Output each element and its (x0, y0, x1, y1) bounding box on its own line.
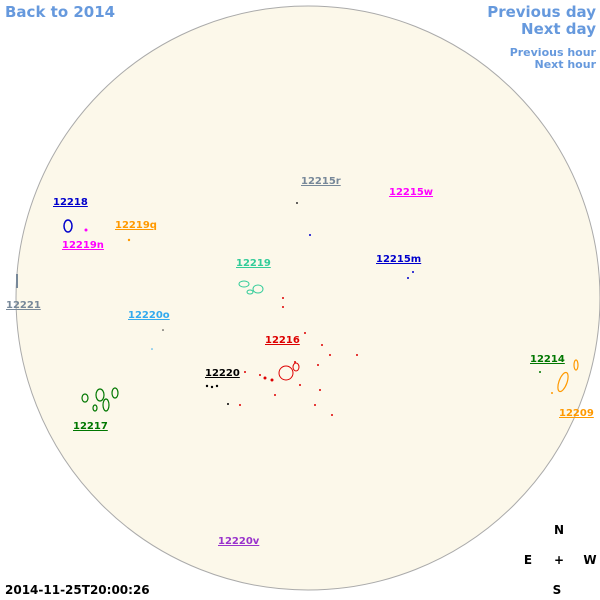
next-hour-link[interactable]: Next hour (535, 58, 597, 71)
spot-group (238, 280, 264, 295)
compass-center: + (554, 553, 564, 567)
spot (309, 234, 311, 236)
spot (296, 202, 298, 204)
solar-disk (15, 5, 600, 591)
compass-east: E (524, 553, 532, 567)
spot (127, 238, 131, 242)
spot-group (205, 384, 229, 405)
region-label[interactable]: 12220o (128, 310, 170, 321)
spot (63, 219, 73, 233)
region-label[interactable]: 12209 (559, 408, 594, 419)
compass-west: W (583, 553, 596, 567)
previous-day-link[interactable]: Previous day (487, 3, 596, 21)
spot (151, 348, 153, 350)
region-label[interactable]: 12215m (376, 254, 421, 265)
region-label[interactable]: 12220v (218, 536, 260, 547)
spot (551, 392, 553, 394)
spot-group (239, 297, 358, 416)
next-day-link[interactable]: Next day (521, 20, 596, 38)
region-label[interactable]: 12218 (53, 197, 88, 208)
compass-north: N (554, 523, 564, 537)
spot-contour (278, 362, 300, 381)
region-label[interactable]: 12220 (205, 368, 240, 379)
region-label[interactable]: 12215r (301, 176, 341, 187)
spot (162, 329, 164, 331)
timestamp: 2014-11-25T20:00:26 (5, 583, 150, 597)
spot (84, 228, 88, 232)
region-label[interactable]: 12221 (6, 300, 41, 311)
spot-group (557, 359, 579, 393)
sunspots (16, 202, 579, 416)
spot (539, 371, 541, 373)
region-label[interactable]: 12217 (73, 421, 108, 432)
region-label[interactable]: 12219q (115, 220, 157, 231)
spot-group (81, 387, 119, 412)
region-label[interactable]: 12215w (389, 187, 433, 198)
region-label[interactable]: 12219 (236, 258, 271, 269)
back-link[interactable]: Back to 2014 (5, 3, 115, 21)
region-label[interactable]: 12214 (530, 354, 565, 365)
compass-south: S (553, 583, 562, 597)
region-label[interactable]: 12216 (265, 335, 300, 346)
spot (16, 274, 18, 288)
region-label[interactable]: 12219n (62, 240, 104, 251)
spot (412, 271, 414, 273)
previous-hour-link[interactable]: Previous hour (510, 46, 597, 59)
spot (407, 277, 409, 279)
